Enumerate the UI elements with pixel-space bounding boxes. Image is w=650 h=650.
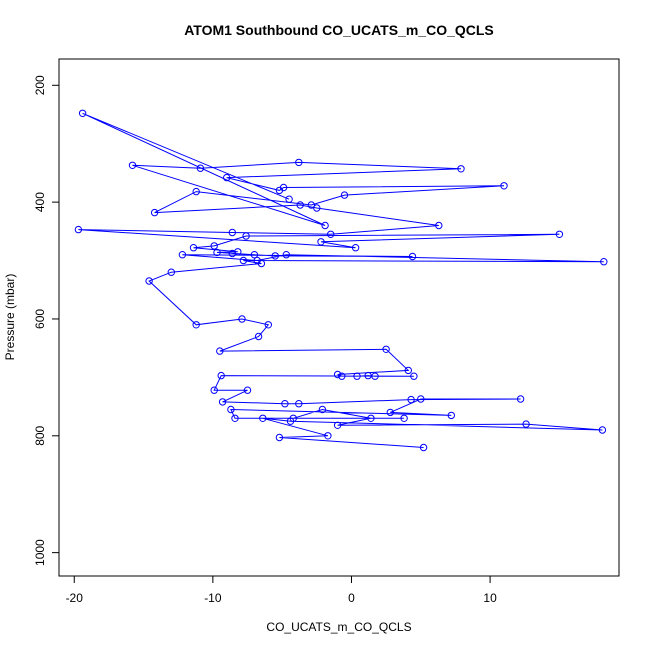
y-tick-label: 1000 <box>33 539 47 566</box>
data-point <box>321 221 329 230</box>
y-tick-label: 800 <box>33 425 47 445</box>
y-tick-label: 200 <box>33 75 47 95</box>
data-point <box>340 191 349 199</box>
data-point <box>408 252 417 261</box>
data-point <box>178 251 187 259</box>
data-point <box>282 251 290 259</box>
x-axis: -20 -10 0 10 <box>66 575 497 605</box>
data-point <box>435 221 443 230</box>
x-tick-label: -10 <box>204 591 222 605</box>
data-point <box>516 395 525 403</box>
data-point <box>364 371 372 380</box>
x-tick-label: 0 <box>348 591 355 605</box>
data-point <box>264 321 272 329</box>
data-point <box>555 230 564 239</box>
data-point <box>410 372 418 380</box>
x-tick-label: -20 <box>66 591 84 605</box>
data-point <box>447 411 455 420</box>
data-point <box>500 182 508 190</box>
data-point <box>324 432 332 440</box>
data-point <box>167 268 176 276</box>
data-point <box>457 165 465 173</box>
data-point <box>259 414 267 422</box>
data-point <box>189 244 198 252</box>
data-point <box>295 158 303 167</box>
data-point <box>238 315 246 323</box>
data-point <box>243 386 252 394</box>
y-tick-label: 600 <box>33 309 47 329</box>
data-point <box>598 426 607 434</box>
data-point <box>382 345 390 353</box>
data-point <box>216 347 224 355</box>
y-axis: 200 400 600 800 1000 <box>33 75 60 566</box>
chart-title: ATOM1 Southbound CO_UCATS_m_CO_QCLS <box>184 22 494 38</box>
data-point <box>228 249 237 258</box>
data-point <box>417 395 425 403</box>
data-point <box>271 252 279 260</box>
data-point <box>419 443 428 452</box>
data-point <box>386 408 394 417</box>
data-point <box>404 366 412 375</box>
data-point <box>145 277 153 285</box>
data-point <box>254 332 263 341</box>
data-point <box>192 187 200 196</box>
data-point <box>407 395 415 404</box>
data-point <box>213 248 221 257</box>
y-axis-label: Pressure (mbar) <box>3 274 17 361</box>
data-point <box>317 238 325 246</box>
data-point <box>217 371 225 380</box>
data-point <box>74 225 83 234</box>
data-point <box>285 195 293 203</box>
data-point <box>281 400 289 408</box>
series-layer <box>74 109 608 452</box>
data-point <box>250 251 259 259</box>
data-point <box>242 232 250 240</box>
data-point <box>286 417 295 425</box>
data-point <box>228 228 237 237</box>
data-point <box>333 421 342 429</box>
data-point <box>257 259 266 268</box>
series-line <box>78 112 604 448</box>
data-point <box>196 164 205 172</box>
data-point <box>522 420 530 428</box>
data-point <box>400 414 408 422</box>
data-point <box>150 208 159 217</box>
data-point <box>223 173 231 182</box>
data-point <box>338 372 346 380</box>
data-point <box>296 201 304 209</box>
x-tick-label: 10 <box>483 591 497 605</box>
data-point <box>318 405 327 414</box>
data-point <box>210 242 218 250</box>
data-point <box>367 414 375 422</box>
data-point <box>307 201 315 209</box>
data-point <box>353 372 361 380</box>
data-point <box>128 161 137 170</box>
data-point <box>210 386 218 394</box>
data-point <box>600 258 608 266</box>
data-point <box>279 183 288 192</box>
data-point <box>218 398 227 406</box>
data-point <box>313 204 321 212</box>
y-tick-label: 400 <box>33 192 47 212</box>
data-point <box>192 321 200 329</box>
data-point <box>351 244 360 252</box>
data-point <box>275 433 284 442</box>
data-point <box>333 370 342 379</box>
data-point <box>231 414 239 422</box>
data-point <box>371 372 379 380</box>
x-axis-label: CO_UCATS_m_CO_QCLS <box>266 620 411 634</box>
data-point <box>295 400 303 408</box>
data-point <box>227 405 235 414</box>
data-point <box>327 230 335 239</box>
data-point <box>239 256 248 265</box>
data-point <box>78 109 87 118</box>
